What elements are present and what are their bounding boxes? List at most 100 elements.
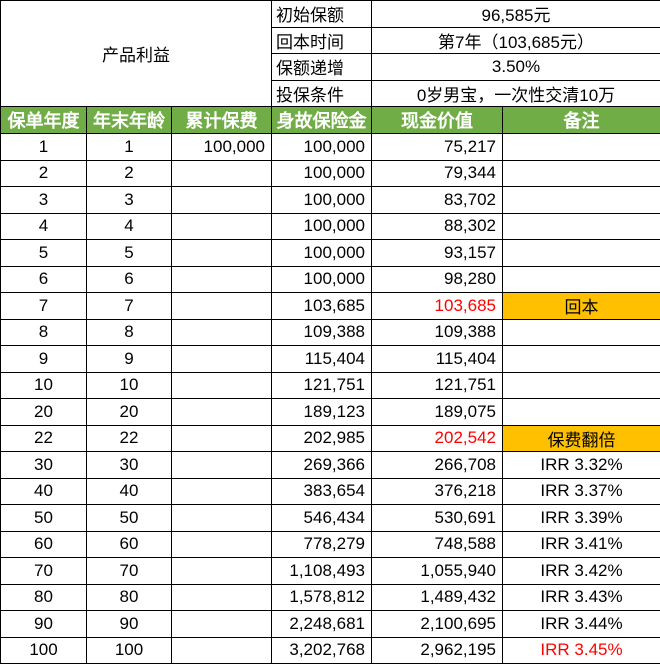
premium-cell [171,477,272,505]
premium-cell [171,345,272,373]
note-cell [502,133,660,161]
age-cell: 2 [86,159,172,187]
policy-year-cell: 3 [0,186,87,214]
policy-year-cell: 4 [0,212,87,240]
sum-increase-label: 保额递增 [271,53,372,81]
note-cell: 回本 [502,292,660,320]
age-cell: 20 [86,398,172,426]
header-policy-year: 保单年度 [0,106,87,134]
header-note: 备注 [502,106,660,134]
header-death-benefit: 身故保险金 [271,106,372,134]
table-row: 5 5 100,000 93,157 [0,239,660,267]
note-cell: IRR 3.37% [502,477,660,505]
age-cell: 30 [86,451,172,479]
age-cell: 22 [86,424,172,452]
policy-year-cell: 2 [0,159,87,187]
note-cell: IRR 3.41% [502,530,660,558]
table-row: 4 4 100,000 88,302 [0,212,660,240]
death-benefit-cell: 109,388 [271,318,372,346]
note-cell [502,239,660,267]
premium-cell [171,557,272,585]
note-cell [502,398,660,426]
premium-cell [171,318,272,346]
header-age: 年末年龄 [86,106,172,134]
table-body: 1 1 100,000 100,000 75,217 2 2 100,000 79,344 3 3 1… [0,133,660,664]
note-cell [502,318,660,346]
age-cell: 4 [86,212,172,240]
age-cell: 50 [86,504,172,532]
cash-value-cell: 2,100,695 [371,610,503,638]
table-row: 50 50 546,434 530,691 IRR 3.39% [0,504,660,532]
cash-value-cell: 98,280 [371,265,503,293]
payback-time-label: 回本时间 [271,26,372,54]
note-cell [502,212,660,240]
table-row: 9 9 115,404 115,404 [0,345,660,373]
premium-cell [171,239,272,267]
age-cell: 40 [86,477,172,505]
cash-value-cell: 1,055,940 [371,557,503,585]
cash-value-cell: 266,708 [371,451,503,479]
cash-value-cell: 103,685 [371,292,503,320]
note-cell [502,186,660,214]
premium-cell [171,583,272,611]
age-cell: 6 [86,265,172,293]
death-benefit-cell: 3,202,768 [271,636,372,664]
age-cell: 90 [86,610,172,638]
note-cell: IRR 3.42% [502,557,660,585]
death-benefit-cell: 546,434 [271,504,372,532]
table-row: 3 3 100,000 83,702 [0,186,660,214]
policy-year-cell: 70 [0,557,87,585]
info-row: 投保条件 0岁男宝，一次性交清10万 [1,79,660,107]
info-row: 保额递增 3.50% [1,53,660,81]
cash-value-cell: 83,702 [371,186,503,214]
table-row: 8 8 109,388 109,388 [0,318,660,346]
policy-year-cell: 20 [0,398,87,426]
death-benefit-cell: 100,000 [271,239,372,267]
premium-cell [171,530,272,558]
cash-value-cell: 93,157 [371,239,503,267]
age-cell: 80 [86,583,172,611]
premium-cell [171,504,272,532]
cash-value-cell: 376,218 [371,477,503,505]
note-cell: IRR 3.39% [502,504,660,532]
table-row: 80 80 1,578,812 1,489,432 IRR 3.43% [0,583,660,611]
note-cell [502,265,660,293]
policy-year-cell: 9 [0,345,87,373]
policy-year-cell: 5 [0,239,87,267]
premium-cell [171,265,272,293]
cash-value-cell: 748,588 [371,530,503,558]
premium-cell [171,424,272,452]
policy-year-cell: 100 [0,636,87,664]
premium-cell [171,371,272,399]
premium-cell [171,398,272,426]
cash-value-cell: 1,489,432 [371,583,503,611]
death-benefit-cell: 100,000 [271,212,372,240]
policy-year-cell: 10 [0,371,87,399]
death-benefit-cell: 100,000 [271,159,372,187]
insure-condition-label: 投保条件 [271,79,372,107]
policy-year-cell: 7 [0,292,87,320]
premium-cell [171,451,272,479]
product-benefit-label: 产品利益 [0,0,272,107]
policy-year-cell: 60 [0,530,87,558]
policy-year-cell: 6 [0,265,87,293]
note-cell [502,159,660,187]
policy-year-cell: 40 [0,477,87,505]
premium-cell [171,610,272,638]
cash-value-cell: 189,075 [371,398,503,426]
premium-cell [171,212,272,240]
death-benefit-cell: 189,123 [271,398,372,426]
table-row: 20 20 189,123 189,075 [0,398,660,426]
info-row: 产品利益 初始保额 96,585元 [0,0,660,107]
death-benefit-cell: 115,404 [271,345,372,373]
cash-value-cell: 115,404 [371,345,503,373]
death-benefit-cell: 383,654 [271,477,372,505]
header-cash-value: 现金价值 [371,106,503,134]
table-row: 70 70 1,108,493 1,055,940 IRR 3.42% [0,557,660,585]
premium-cell [171,292,272,320]
premium-cell [171,636,272,664]
table-row: 40 40 383,654 376,218 IRR 3.37% [0,477,660,505]
cash-value-cell: 109,388 [371,318,503,346]
cash-value-cell: 530,691 [371,504,503,532]
